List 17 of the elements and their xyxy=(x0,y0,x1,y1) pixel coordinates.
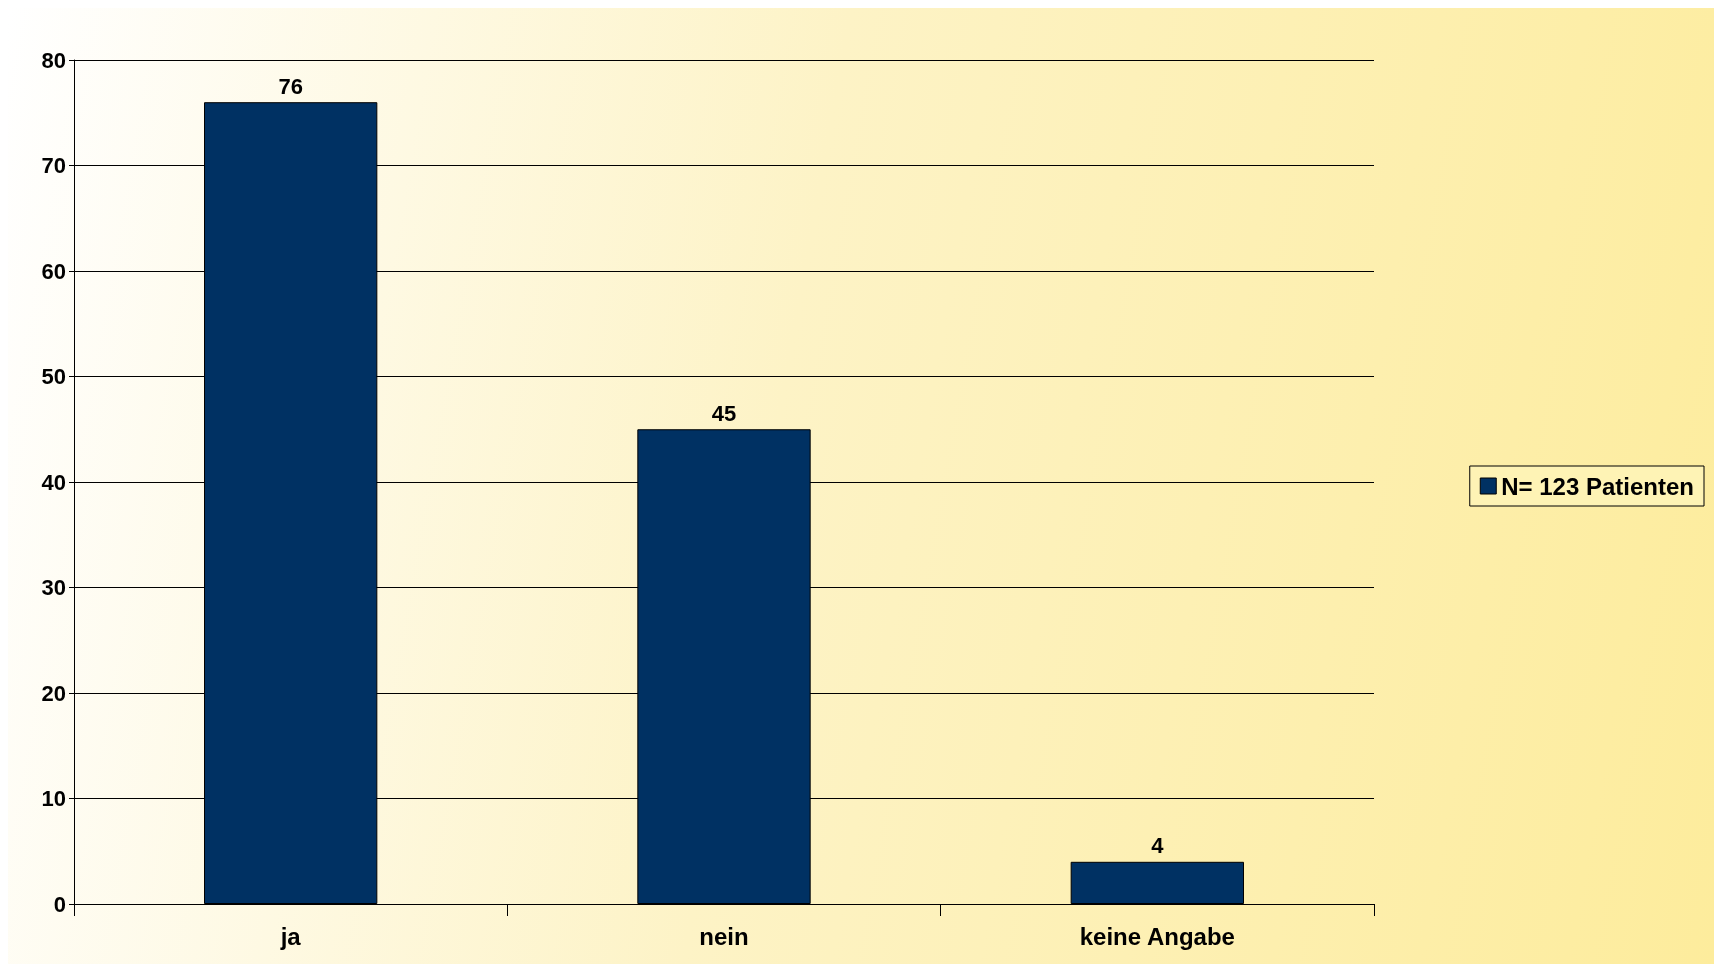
y-tick-label: 30 xyxy=(41,575,66,600)
y-tick-label: 40 xyxy=(41,469,66,495)
y-tick-label: 60 xyxy=(41,258,66,284)
y-tick-label: 50 xyxy=(41,364,66,389)
y-tick-label: 70 xyxy=(41,153,66,178)
y-tick-label: 80 xyxy=(41,47,66,73)
x-tick-label: nein xyxy=(699,922,749,950)
data-label: 76 xyxy=(278,73,303,99)
data-label: 45 xyxy=(711,400,737,426)
legend-label: N= 123 Patienten xyxy=(1501,472,1694,500)
bar xyxy=(1070,861,1244,904)
y-tick-label: 0 xyxy=(53,891,66,917)
data-label: 4 xyxy=(1151,833,1165,859)
y-tick-label: 10 xyxy=(41,786,66,811)
x-tick-label: ja xyxy=(279,922,302,950)
y-tick-label: 20 xyxy=(41,680,66,706)
x-tick-label: keine Angabe xyxy=(1079,922,1235,950)
